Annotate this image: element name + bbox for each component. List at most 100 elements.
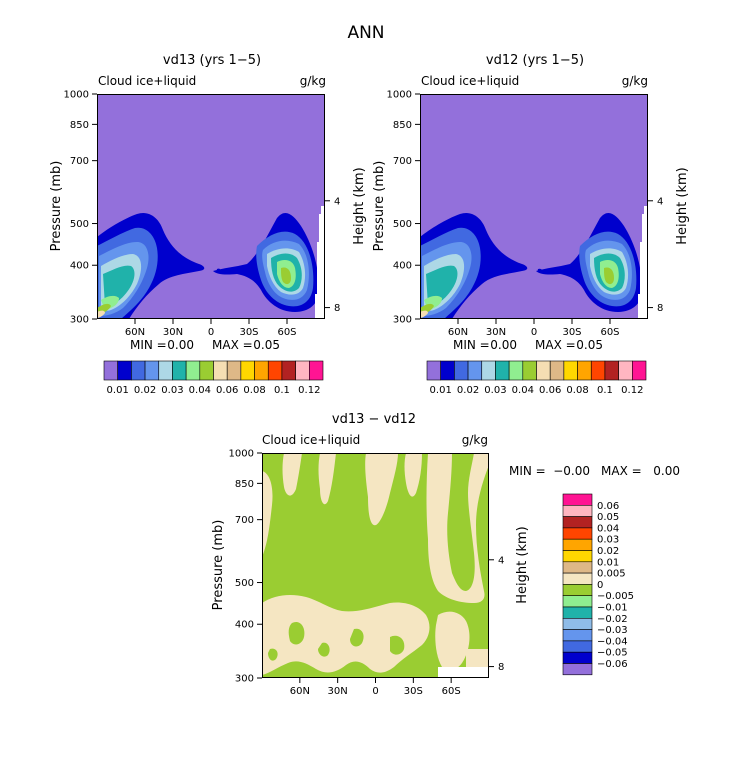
y-tick-label: 850 <box>393 120 412 131</box>
y-tick-label: 850 <box>235 479 254 490</box>
colorbar-swatch <box>618 360 633 381</box>
colorbar-label: −0.02 <box>597 614 628 625</box>
colorbar-label: 0.12 <box>298 385 320 396</box>
colorbar-swatch <box>562 516 593 529</box>
colorbar-swatch <box>309 360 324 381</box>
y2-axis-label: Height (km) <box>675 167 690 244</box>
y-tick-label: 400 <box>235 620 254 631</box>
colorbar-label: −0.05 <box>597 648 628 659</box>
plot-area <box>420 94 648 319</box>
max-value: 0.05 <box>576 338 603 352</box>
colorbar-swatch <box>426 360 441 381</box>
colorbar-label: 0.01 <box>107 385 129 396</box>
colorbar-swatch <box>508 360 524 381</box>
colorbar-label: −0.03 <box>597 625 628 636</box>
colorbar-swatch <box>562 629 593 642</box>
contour-0-12 <box>420 310 428 318</box>
y2-tick-label: 8 <box>334 303 340 314</box>
colorbar-label: 0.02 <box>457 385 479 396</box>
max-value: 0.05 <box>253 338 280 352</box>
max-label: MAX = <box>535 338 576 352</box>
y2-tick-label: 4 <box>657 196 663 207</box>
colorbar-swatch <box>590 360 606 381</box>
x-tick-label: 0 <box>208 327 214 338</box>
colorbar-label: 0 <box>597 580 603 591</box>
colorbar-swatch <box>562 550 593 563</box>
x-tick-label: 30N <box>486 327 506 338</box>
contour-neg-0-005 <box>268 648 278 661</box>
colorbar-label: 0.04 <box>597 523 619 534</box>
colorbar-swatch <box>185 360 201 381</box>
colorbar-swatch <box>172 360 187 381</box>
x-tick-label: 60S <box>600 327 619 338</box>
colorbar-swatch <box>562 663 593 676</box>
y-tick-label: 500 <box>393 219 412 230</box>
panel-title: vd13 (yrs 1−5) <box>163 53 261 68</box>
colorbar-swatch <box>562 640 593 653</box>
colorbar-swatch <box>562 504 593 517</box>
missing-data <box>438 667 489 678</box>
units-label: g/kg <box>300 74 326 88</box>
y2-tick-label: 4 <box>498 555 504 566</box>
colorbar-swatch <box>454 360 469 381</box>
missing-data <box>638 206 648 319</box>
colorbar: 0.01 0.02 0.03 0.04 0.06 0.08 0.1 0.12 <box>103 360 324 396</box>
colorbar-swatch <box>267 360 283 381</box>
colorbar-swatch <box>103 360 118 381</box>
colorbar-swatch <box>562 572 593 585</box>
contour-neg-0-005 <box>350 628 364 647</box>
colorbar-label: 0.03 <box>597 535 619 546</box>
plot-area <box>97 94 325 319</box>
panel-difference: vd13 − vd12 Cloud ice+liquid g/kg 300400… <box>211 412 680 697</box>
contour-0-01 <box>233 267 239 274</box>
y-tick-label: 300 <box>70 315 89 326</box>
contour-0-005 <box>435 611 470 671</box>
y-tick-label: 400 <box>70 261 89 272</box>
colorbar-label: 0.06 <box>216 385 238 396</box>
missing-data <box>315 206 325 319</box>
colorbar-swatch <box>562 606 593 619</box>
plot-frame <box>420 94 648 319</box>
y2-tick-label: 4 <box>334 196 340 207</box>
y-tick-label: 300 <box>393 315 412 326</box>
colorbar-swatch <box>281 360 296 381</box>
colorbar-swatch <box>522 360 537 381</box>
colorbar-swatch <box>481 360 496 381</box>
y-tick-label: 1000 <box>229 449 254 460</box>
colorbar-label: 0.1 <box>274 385 290 396</box>
max-value: 0.00 <box>653 464 680 478</box>
y-tick-label: 300 <box>235 674 254 685</box>
colorbar-swatch <box>240 360 255 381</box>
colorbar-label: 0.01 <box>597 557 619 568</box>
colorbar-label: 0.04 <box>512 385 534 396</box>
contour-0-005 <box>365 453 398 526</box>
page-title: ANN <box>347 23 384 43</box>
colorbar-swatch <box>213 360 228 381</box>
colorbar-swatch <box>563 360 578 381</box>
x-tick-label: 0 <box>372 686 378 697</box>
colorbar-swatch <box>117 360 132 381</box>
colorbar-label: −0.06 <box>597 659 628 670</box>
colorbar-swatch <box>562 651 593 664</box>
contour-0-005 <box>426 453 489 603</box>
colorbar-swatch <box>467 360 483 381</box>
x-tick-label: 30S <box>404 686 423 697</box>
contour-0-06 <box>426 265 458 306</box>
panel-vd13: vd13 (yrs 1−5) Cloud ice+liquid g/kg <box>49 53 367 396</box>
x-tick-label: 30N <box>328 686 348 697</box>
y-axis-label: Pressure (mb) <box>49 161 64 252</box>
colorbar-label: 0.02 <box>134 385 156 396</box>
colorbar-swatch <box>199 360 214 381</box>
colorbar-label: −0.04 <box>597 636 628 647</box>
colorbar: 0.060.050.040.030.020.010.0050−0.005−0.0… <box>562 493 634 676</box>
y-tick-label: 500 <box>70 219 89 230</box>
colorbar-swatch <box>226 360 242 381</box>
y-tick-label: 1000 <box>387 90 412 101</box>
axis-ticks: 300 400 500 700 850 1000 8 4 60N 30N 0 30S 60S <box>229 449 505 698</box>
contour-neg-0-005 <box>390 635 405 655</box>
colorbar-label: −0.005 <box>597 591 634 602</box>
x-tick-label: 60N <box>448 327 468 338</box>
y-tick-label: 1000 <box>64 90 89 101</box>
x-tick-label: 30S <box>562 327 581 338</box>
